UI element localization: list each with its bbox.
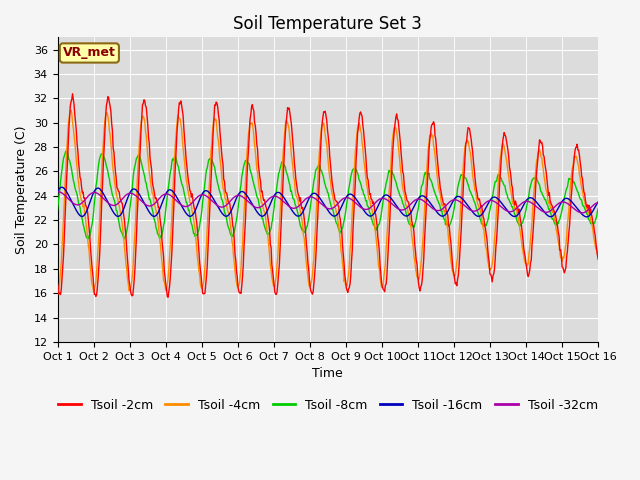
Tsoil -2cm [164,294,172,300]
Tsoil -32cm [120,194,127,200]
Tsoil -8cm [395,190,403,195]
Tsoil -8cm [595,206,602,212]
Tsoil -2cm [204,247,212,253]
Tsoil -16cm [54,189,61,195]
Tsoil -2cm [595,256,602,262]
Tsoil -32cm [64,195,72,201]
Tsoil -8cm [54,207,61,213]
Tsoil -8cm [411,221,419,227]
Line: Tsoil -32cm: Tsoil -32cm [58,192,598,213]
Tsoil -16cm [204,188,211,194]
Tsoil -16cm [175,198,182,204]
Line: Tsoil -8cm: Tsoil -8cm [58,151,598,239]
Line: Tsoil -16cm: Tsoil -16cm [58,187,598,217]
Tsoil -16cm [394,205,402,211]
Tsoil -4cm [54,288,61,294]
Line: Tsoil -4cm: Tsoil -4cm [58,110,598,294]
Tsoil -16cm [64,192,72,197]
Tsoil -4cm [411,258,419,264]
Tsoil -32cm [410,198,418,204]
Tsoil -16cm [583,214,591,220]
Tsoil -2cm [120,213,127,218]
Tsoil -4cm [64,124,72,130]
Y-axis label: Soil Temperature (C): Soil Temperature (C) [15,125,28,254]
Line: Tsoil -2cm: Tsoil -2cm [58,94,598,297]
Tsoil -4cm [54,291,62,297]
Tsoil -8cm [175,169,183,175]
Tsoil -2cm [175,100,183,106]
Tsoil -16cm [58,184,66,190]
Tsoil -2cm [68,91,76,96]
Tsoil -32cm [54,189,62,194]
Tsoil -32cm [204,193,211,199]
Tsoil -32cm [579,210,586,216]
Tsoil -8cm [120,235,127,241]
Tsoil -8cm [63,148,71,154]
Tsoil -8cm [204,161,212,167]
Tsoil -2cm [63,163,71,168]
Tsoil -32cm [394,206,402,212]
Tsoil -16cm [595,199,602,204]
Tsoil -4cm [595,252,602,257]
Title: Soil Temperature Set 3: Soil Temperature Set 3 [234,15,422,33]
Tsoil -4cm [67,108,75,113]
Text: VR_met: VR_met [63,47,116,60]
Tsoil -8cm [64,152,72,158]
Tsoil -2cm [395,125,403,131]
Tsoil -4cm [395,150,403,156]
Legend: Tsoil -2cm, Tsoil -4cm, Tsoil -8cm, Tsoil -16cm, Tsoil -32cm: Tsoil -2cm, Tsoil -4cm, Tsoil -8cm, Tsoi… [53,394,603,417]
Tsoil -32cm [54,189,61,195]
Tsoil -4cm [175,116,183,121]
Tsoil -32cm [595,200,602,205]
Tsoil -16cm [410,204,418,210]
X-axis label: Time: Time [312,367,343,380]
Tsoil -4cm [204,210,212,216]
Tsoil -2cm [54,281,61,287]
Tsoil -4cm [120,245,128,251]
Tsoil -32cm [175,200,182,205]
Tsoil -8cm [120,236,128,241]
Tsoil -2cm [411,241,419,247]
Tsoil -16cm [120,206,127,212]
